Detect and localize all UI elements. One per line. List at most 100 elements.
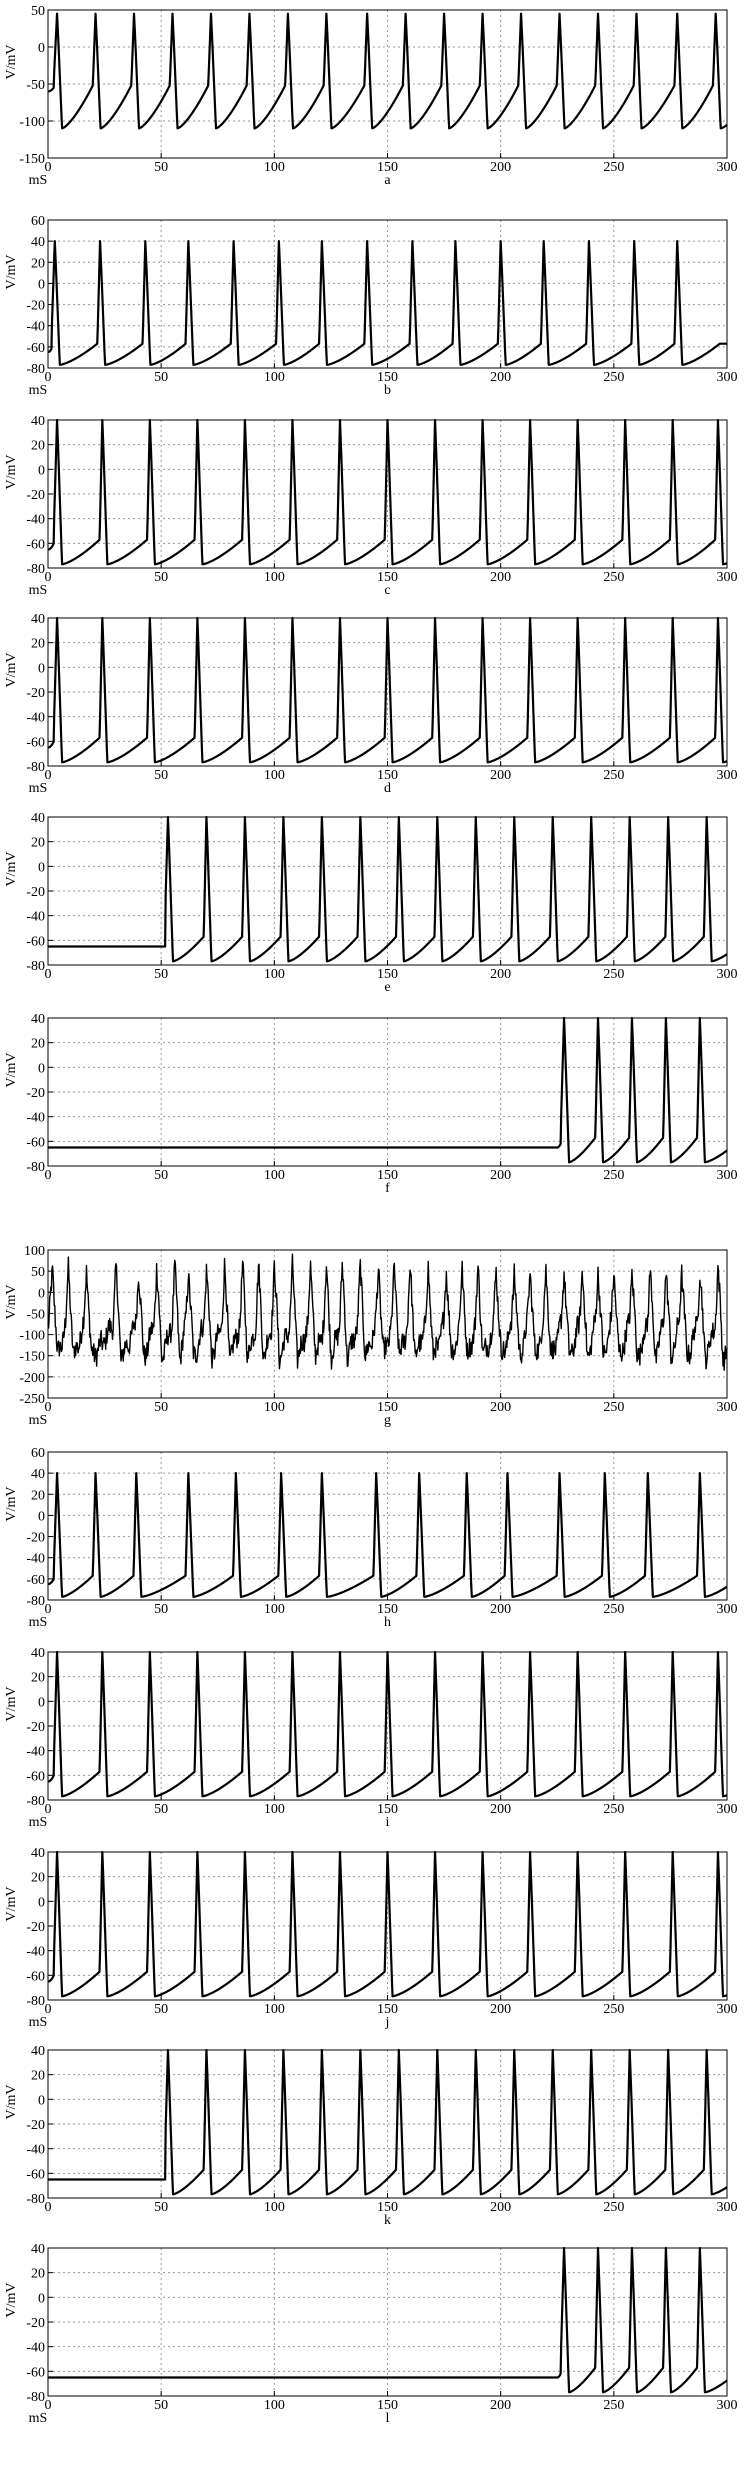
y-tick-label: -150: [19, 152, 45, 167]
x-tick-label: 200: [490, 1168, 511, 1183]
y-tick-label: -20: [26, 885, 45, 900]
x-tick-label: 200: [490, 2002, 511, 2017]
x-tick-label: 300: [717, 1602, 738, 1617]
x-tick-label: 250: [603, 967, 624, 982]
panel-g: 0 50 100 150 200 250 300 -250 -200 -150 -100 -50 0 50…: [4, 1244, 738, 1428]
x-axis-label: mS: [29, 1815, 48, 1830]
x-tick-label: 150: [377, 1400, 398, 1415]
x-tick-label: 300: [717, 1802, 738, 1817]
x-tick-label: 300: [717, 570, 738, 585]
voltage-trace: [47, 1850, 728, 1998]
voltage-trace: [47, 2048, 728, 2196]
x-tick-label: 0: [45, 2200, 52, 2215]
x-tick-label: 0: [45, 1802, 52, 1817]
x-tick-label: 100: [264, 967, 285, 982]
x-tick-label: 0: [45, 2398, 52, 2413]
panel-caption: g: [384, 1413, 391, 1428]
y-tick-label: -80: [26, 2390, 45, 2405]
y-tick-label: -40: [26, 910, 45, 925]
y-tick-label: 20: [31, 637, 45, 652]
x-axis-label: mS: [29, 173, 48, 188]
panel-h: 0 50 100 150 200 250 300 -80 -60 -40 -20 0 20 40 60 V/m…: [4, 1446, 738, 1630]
panel-e: 0 50 100 150 200 250 300 -80 -60 -40 -20 0 20 40 V/mV e: [4, 811, 738, 995]
y-tick-label: -40: [26, 1945, 45, 1960]
x-tick-label: 0: [45, 570, 52, 585]
y-tick-label: -50: [26, 78, 45, 93]
y-tick-label: 20: [31, 256, 45, 271]
x-axis-label: mS: [29, 2411, 48, 2426]
y-tick-label: -60: [26, 2365, 45, 2380]
y-axis-label: V/mV: [4, 852, 19, 887]
x-tick-label: 100: [264, 570, 285, 585]
panel-caption: d: [384, 781, 391, 796]
y-tick-label: -150: [19, 1350, 45, 1365]
y-tick-label: 40: [31, 235, 45, 250]
y-tick-label: -100: [19, 115, 45, 130]
y-tick-label: -100: [19, 1329, 45, 1344]
x-tick-label: 50: [154, 570, 168, 585]
y-tick-label: 0: [38, 1061, 45, 1076]
voltage-trace: [47, 2246, 728, 2394]
x-tick-label: 100: [264, 370, 285, 385]
y-tick-label: -20: [26, 686, 45, 701]
x-tick-label: 100: [264, 1802, 285, 1817]
y-tick-label: 40: [31, 414, 45, 429]
y-tick-label: 40: [31, 1467, 45, 1482]
y-tick-label: -200: [19, 1371, 45, 1386]
x-tick-label: 0: [45, 1602, 52, 1617]
x-tick-label: 250: [603, 2002, 624, 2017]
x-tick-label: 150: [377, 1802, 398, 1817]
y-tick-label: -20: [26, 1531, 45, 1546]
y-tick-label: 0: [38, 41, 45, 56]
y-tick-label: -80: [26, 2192, 45, 2207]
y-tick-label: 20: [31, 836, 45, 851]
panel-a: 0 50 100 150 200 250 300 -150 -100 -50 0 50 V/mV mS a: [4, 4, 738, 188]
y-tick-label: 0: [38, 2291, 45, 2306]
x-axis-label: mS: [29, 2015, 48, 2030]
y-tick-label: 40: [31, 1646, 45, 1661]
y-tick-label: -80: [26, 1794, 45, 1809]
x-axis-label: mS: [29, 383, 48, 398]
y-tick-label: -60: [26, 341, 45, 356]
x-tick-label: 100: [264, 1602, 285, 1617]
y-tick-label: 40: [31, 1012, 45, 1027]
y-axis-label: V/mV: [4, 1053, 19, 1088]
y-tick-label: -20: [26, 1086, 45, 1101]
x-tick-label: 0: [45, 160, 52, 175]
y-tick-label: -80: [26, 1594, 45, 1609]
y-tick-label: 0: [38, 1695, 45, 1710]
x-tick-label: 50: [154, 1602, 168, 1617]
x-axis-label: mS: [29, 583, 48, 598]
y-tick-label: -40: [26, 1552, 45, 1567]
x-tick-label: 50: [154, 2398, 168, 2413]
x-tick-label: 200: [490, 967, 511, 982]
panel-caption: e: [384, 980, 390, 995]
x-tick-label: 0: [45, 768, 52, 783]
y-tick-label: 100: [24, 1244, 45, 1259]
y-axis-label: V/mV: [4, 1285, 19, 1320]
y-tick-label: 20: [31, 1871, 45, 1886]
y-axis-label: V/mV: [4, 1687, 19, 1722]
x-tick-label: 150: [377, 2398, 398, 2413]
panel-c: 0 50 100 150 200 250 300 -80 -60 -40 -20 0 20 40 V/mV m…: [4, 414, 738, 598]
voltage-trace: [47, 418, 728, 566]
panel-f: 0 50 100 150 200 250 300 -80 -60 -40 -20 0 20 40 V/mV f: [4, 1012, 738, 1196]
x-tick-label: 300: [717, 768, 738, 783]
y-axis-label: V/mV: [4, 2283, 19, 2318]
x-tick-label: 50: [154, 967, 168, 982]
y-tick-label: -60: [26, 1969, 45, 1984]
voltage-trace: [47, 1253, 728, 1371]
x-tick-label: 300: [717, 1400, 738, 1415]
x-tick-label: 250: [603, 768, 624, 783]
voltage-trace: [47, 1016, 728, 1164]
x-tick-label: 250: [603, 2200, 624, 2215]
y-tick-label: -20: [26, 299, 45, 314]
y-tick-label: 0: [38, 1509, 45, 1524]
y-tick-label: -40: [26, 320, 45, 335]
y-tick-label: -40: [26, 2143, 45, 2158]
y-tick-label: -40: [26, 711, 45, 726]
x-tick-label: 200: [490, 370, 511, 385]
x-tick-label: 200: [490, 1400, 511, 1415]
panel-caption: c: [384, 583, 390, 598]
y-tick-label: -80: [26, 959, 45, 974]
